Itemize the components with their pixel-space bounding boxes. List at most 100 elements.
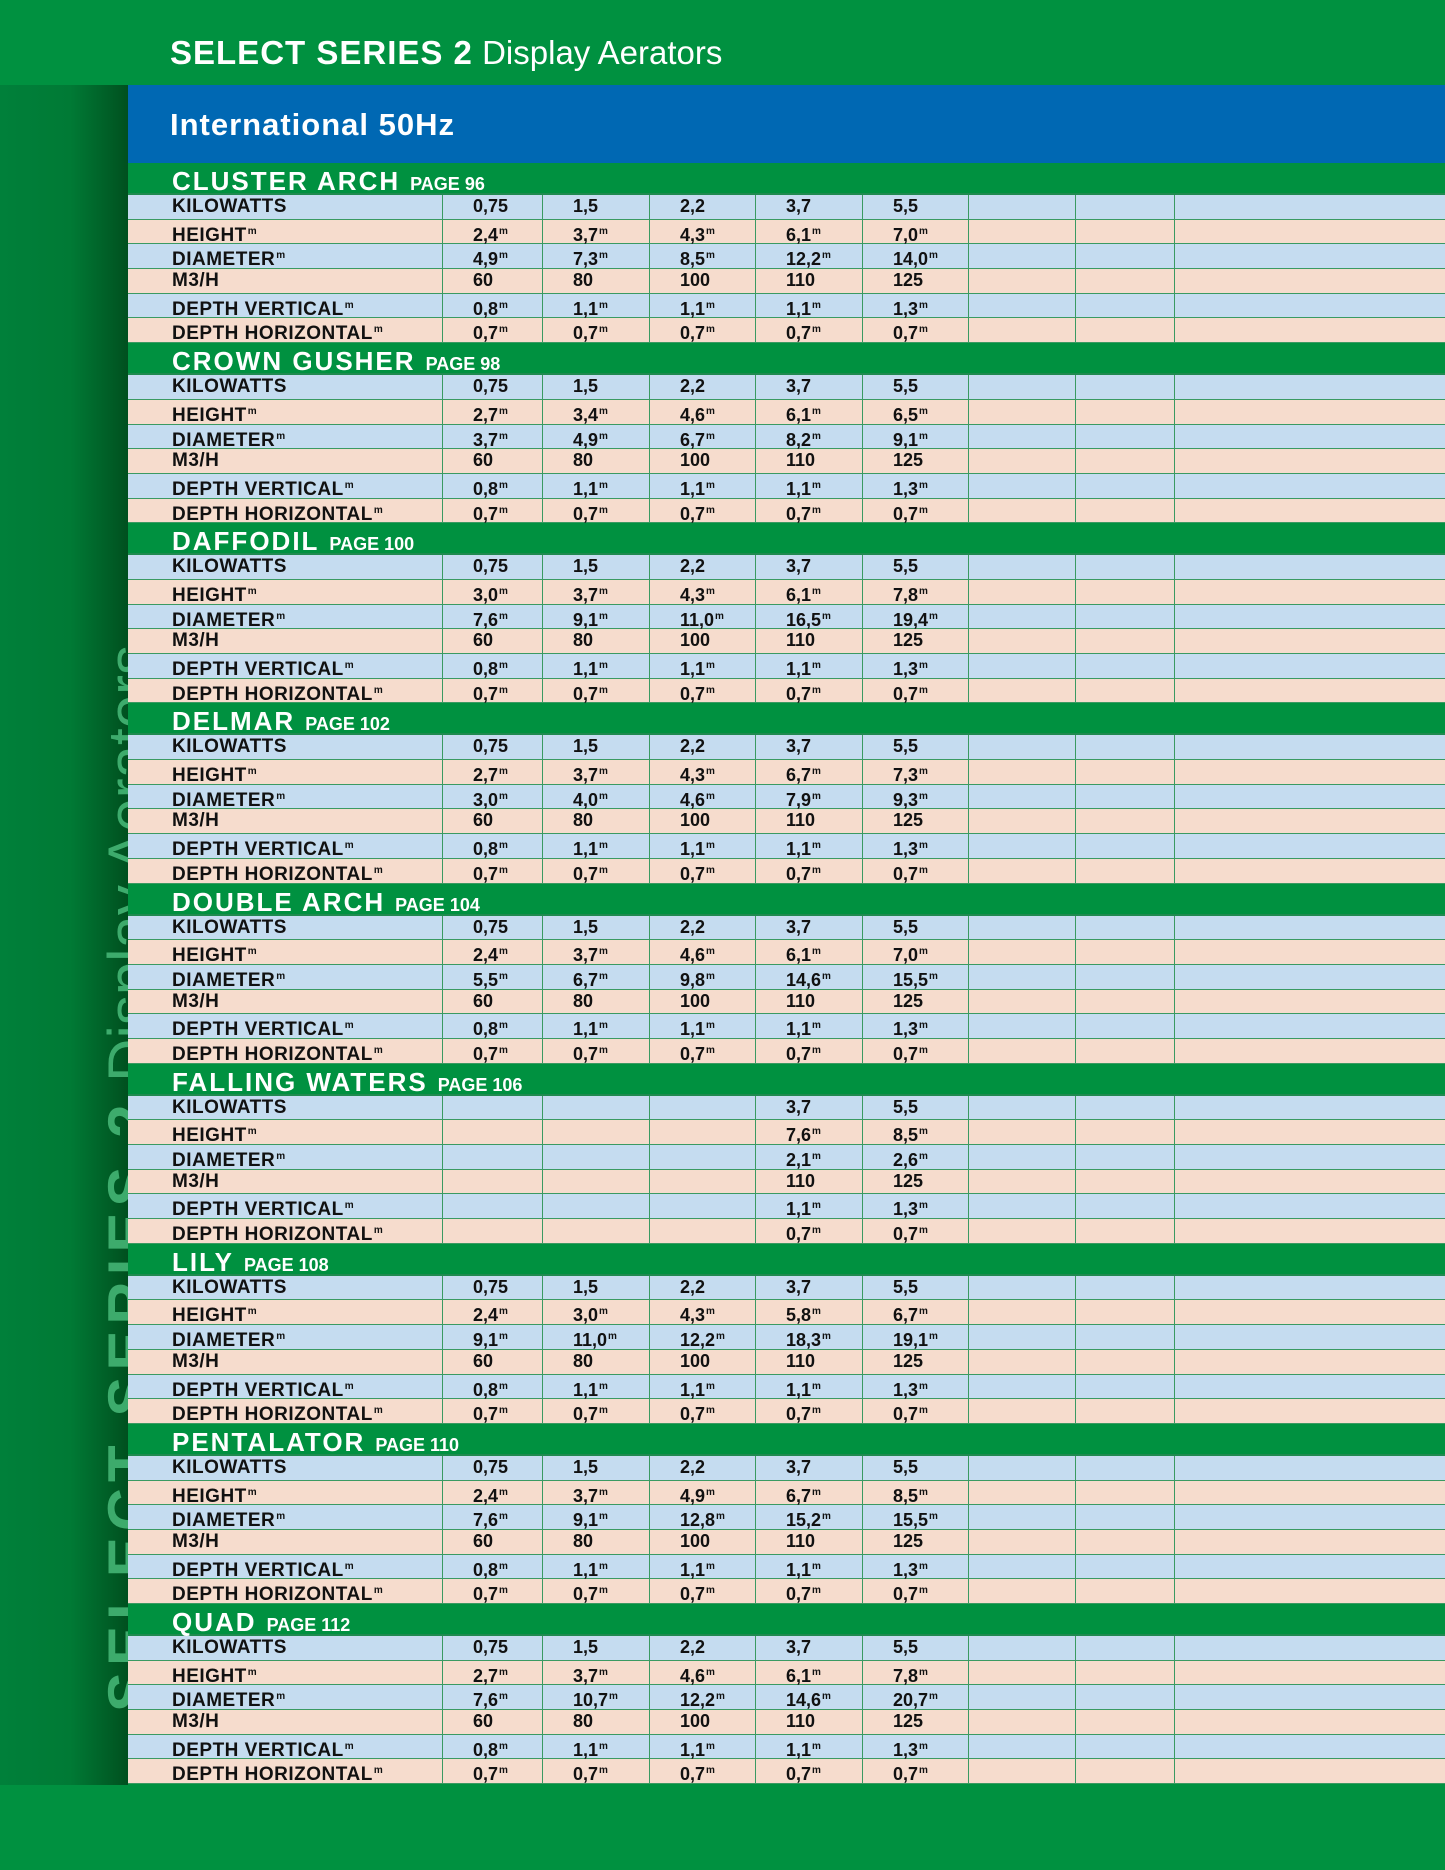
unit: m — [822, 1331, 831, 1343]
row-label: DIAMETERm — [128, 1325, 443, 1351]
table-cell — [969, 1685, 1076, 1710]
unit: m — [919, 299, 928, 311]
row-label: DEPTH HORIZONTALm — [128, 678, 443, 705]
unit: m — [499, 1405, 508, 1417]
unit: m — [373, 684, 384, 696]
table-cell: 0,7m — [650, 498, 756, 524]
header-title-bold: SELECT SERIES 2 — [170, 34, 473, 71]
table-cell — [1076, 375, 1175, 399]
table-cell — [1175, 940, 1445, 964]
region-title: International 50Hz — [170, 107, 455, 142]
table-cell: 3,7 — [756, 1275, 863, 1300]
table-cell: 100 — [650, 449, 756, 473]
table-cell: 2,6m — [863, 1145, 969, 1170]
table-cell: 4,9m — [650, 1480, 756, 1506]
row-label-text: DIAMETER — [172, 429, 276, 451]
table-cell — [1175, 220, 1445, 244]
unit: m — [499, 1585, 508, 1597]
unit: m — [812, 299, 821, 311]
unit: m — [706, 1380, 715, 1392]
table-cell: 0,75 — [443, 1636, 543, 1660]
unit: m — [706, 1585, 715, 1597]
cell-value: 110 — [786, 1350, 816, 1371]
table-cell: 7,6m — [443, 604, 543, 630]
cell-value: 14,6 — [786, 1690, 822, 1711]
cell-value: 2,4 — [473, 1305, 499, 1326]
table-row: M3/H 60 80 100 110 125 — [128, 269, 1445, 294]
cell-value: 80 — [573, 270, 594, 291]
table-row: HEIGHTm 2,4m 3,7m 4,9m 6,7m 8,5m — [128, 1480, 1445, 1507]
cell-value: 0,7 — [893, 1584, 919, 1605]
row-label-text: DEPTH VERTICAL — [172, 659, 344, 680]
unit: m — [812, 1405, 821, 1417]
row-label-text: DEPTH VERTICAL — [172, 1559, 344, 1581]
table-cell — [1175, 425, 1445, 449]
cell-value: 0,7 — [786, 1404, 812, 1425]
unit: m — [919, 1740, 928, 1752]
cell-value: 6,7 — [786, 765, 812, 786]
table-row: DEPTH VERTICALm 0,8m 1,1m 1,1m 1,1m 1,3m — [128, 654, 1445, 680]
cell-value: 7,0 — [893, 224, 919, 245]
table-cell — [1175, 1096, 1445, 1120]
unit: m — [706, 299, 715, 311]
table-cell — [1076, 1300, 1175, 1325]
cell-value: 9,1 — [893, 429, 919, 450]
table-cell: 11,0m — [543, 1325, 650, 1350]
table-cell — [969, 1095, 1076, 1120]
table-row: HEIGHTm 2,4m 3,0m 4,3m 5,8m 6,7m — [128, 1300, 1445, 1326]
unit: m — [499, 660, 508, 671]
cell-value: 1,1 — [680, 1379, 706, 1400]
table-cell — [969, 1014, 1076, 1038]
cell-value: 1,1 — [680, 298, 706, 319]
row-label-text: HEIGHT — [172, 224, 247, 246]
table-cell: 5,5 — [863, 735, 969, 760]
table-cell: 2,2 — [650, 555, 756, 579]
cell-value: 80 — [573, 450, 594, 471]
table-cell: 16,5m — [756, 604, 863, 630]
unit: m — [919, 479, 928, 491]
table-cell: 14,6m — [756, 964, 863, 990]
cell-value: 0,7 — [786, 1764, 812, 1785]
table-cell: 7,3m — [863, 760, 969, 785]
table-cell — [650, 1095, 756, 1120]
table-cell: 6,5m — [863, 399, 969, 425]
table-row: DEPTH VERTICALm 0,8m 1,1m 1,1m 1,1m 1,3m — [128, 1554, 1445, 1581]
unit: m — [812, 1151, 821, 1162]
table-cell: 5,5 — [863, 1275, 969, 1300]
table-cell — [1076, 1374, 1175, 1399]
unit: m — [599, 840, 608, 852]
table-cell — [969, 1505, 1076, 1529]
cell-value: 7,9 — [786, 789, 812, 810]
unit: m — [599, 864, 608, 876]
cell-value: 19,4 — [893, 609, 929, 630]
table-row: M3/H 60 80 100 110 125 — [128, 1529, 1445, 1555]
unit: m — [499, 225, 508, 237]
row-label: M3/H — [128, 449, 443, 473]
unit: m — [276, 610, 286, 622]
unit: m — [812, 1765, 821, 1777]
table-cell: 1,1m — [756, 1554, 863, 1580]
table-cell: 8,5m — [863, 1120, 969, 1145]
table-cell: 9,1m — [543, 1505, 650, 1530]
unit: m — [499, 684, 508, 696]
table-cell: 3,0m — [543, 1300, 650, 1325]
table-cell — [1175, 1170, 1445, 1194]
table-cell: 0,7m — [443, 1038, 543, 1064]
table-cell: 7,8m — [863, 579, 969, 605]
table-cell — [1175, 375, 1445, 399]
unit: m — [599, 970, 608, 982]
row-label-text: DEPTH VERTICAL — [172, 478, 344, 500]
row-label-text: M3/H — [172, 1170, 220, 1192]
row-label: KILOWATTS — [128, 735, 443, 760]
cell-value: 6,7 — [786, 1485, 812, 1506]
table-cell — [1076, 1399, 1175, 1423]
row-label: HEIGHTm — [128, 1300, 443, 1326]
table-cell — [1076, 1505, 1175, 1529]
cell-value: 2,2 — [680, 736, 706, 757]
table-cell: 125 — [863, 449, 969, 473]
table-cell — [650, 1219, 756, 1243]
cell-value: 0,8 — [473, 1379, 499, 1400]
table-cell: 2,2 — [650, 195, 756, 219]
unit: m — [599, 1765, 608, 1777]
table-cell: 4,6m — [650, 940, 756, 965]
